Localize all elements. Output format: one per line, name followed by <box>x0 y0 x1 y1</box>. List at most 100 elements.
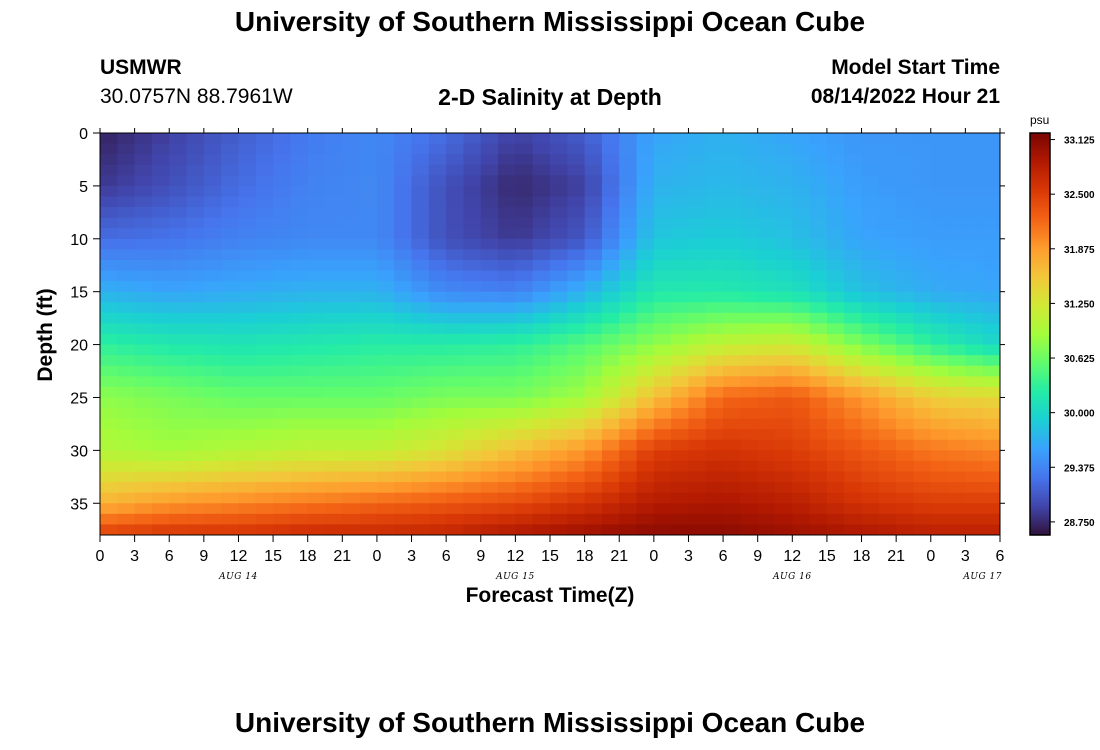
heatmap-cell <box>757 154 776 166</box>
heatmap-cell <box>584 471 603 483</box>
heatmap-cell <box>359 471 378 483</box>
heatmap-cell <box>757 503 776 515</box>
heatmap-cell <box>307 302 326 314</box>
colorbar-tick-label: 31.250 <box>1064 299 1095 310</box>
heatmap-cell <box>515 429 534 441</box>
heatmap-cell <box>775 133 793 145</box>
heatmap-cell <box>186 418 205 430</box>
heatmap-cell <box>307 217 326 229</box>
heatmap-cell <box>515 482 534 494</box>
heatmap-cell <box>428 460 447 473</box>
heatmap-cell <box>965 259 984 272</box>
heatmap-cell <box>809 397 828 409</box>
heatmap-cell <box>930 196 949 208</box>
heatmap-cell <box>965 154 984 166</box>
heatmap-cell <box>117 154 136 166</box>
heatmap-cell <box>930 418 949 430</box>
heatmap-cell <box>740 524 759 535</box>
heatmap-cell <box>134 460 153 473</box>
heatmap-cell <box>584 344 603 356</box>
heatmap-cell <box>290 249 309 261</box>
heatmap-cell <box>117 323 136 335</box>
heatmap-cell <box>636 471 655 483</box>
heatmap-cell <box>463 355 482 367</box>
heatmap-cell <box>428 408 447 420</box>
heatmap-cell <box>861 196 880 208</box>
heatmap-cell <box>203 302 222 314</box>
heatmap-cell <box>203 365 222 377</box>
heatmap-cell <box>878 270 897 282</box>
heatmap-cell <box>532 312 551 325</box>
heatmap-cell <box>411 323 430 335</box>
heatmap-cell <box>134 249 153 261</box>
y-tick-label: 5 <box>79 179 88 196</box>
heatmap-cell <box>273 185 291 198</box>
heatmap-cell <box>411 175 430 187</box>
heatmap-cell <box>896 386 915 399</box>
heatmap-cell <box>134 482 153 494</box>
heatmap-cell <box>567 376 586 388</box>
heatmap-cell <box>619 196 638 208</box>
heatmap-cell <box>394 185 413 198</box>
heatmap-cell <box>463 471 482 483</box>
heatmap-cell <box>186 270 205 282</box>
x-tick-label: 9 <box>476 548 485 565</box>
heatmap-cell <box>913 492 932 504</box>
heatmap-cell <box>446 397 465 409</box>
heatmap-cell <box>982 439 1000 451</box>
heatmap-cell <box>203 185 222 198</box>
colorbar-tick-label: 30.625 <box>1064 354 1095 365</box>
heatmap-cell <box>446 355 465 367</box>
x-tick-label: 6 <box>165 548 174 565</box>
heatmap-cell <box>134 164 153 176</box>
heatmap-cell <box>826 376 845 388</box>
heatmap-cell <box>619 524 638 535</box>
heatmap-cell <box>515 492 534 504</box>
heatmap-cell <box>290 355 309 367</box>
heatmap-cell <box>203 334 222 346</box>
heatmap-cell <box>584 259 603 272</box>
heatmap-cell <box>498 503 516 515</box>
heatmap-cell <box>117 418 136 430</box>
heatmap-cell <box>930 355 949 367</box>
heatmap-cell <box>619 154 638 166</box>
colorbar-unit: psu <box>1030 113 1050 127</box>
heatmap-cell <box>203 450 222 462</box>
heatmap-cell <box>896 164 915 176</box>
heatmap-cell <box>688 133 707 145</box>
heatmap-cell <box>117 281 136 293</box>
heatmap-cell <box>844 471 863 483</box>
heatmap-cell <box>930 238 949 250</box>
heatmap-cell <box>775 492 793 504</box>
heatmap-cell <box>515 460 534 473</box>
heatmap-cell <box>809 376 828 388</box>
colorbar-tick-label: 28.750 <box>1064 518 1095 529</box>
heatmap-cell <box>151 386 170 399</box>
heatmap-cell <box>705 429 724 441</box>
heatmap-cell <box>930 408 949 420</box>
heatmap-cell <box>844 217 863 229</box>
heatmap-cell <box>100 312 118 325</box>
heatmap-cell <box>532 355 551 367</box>
heatmap-cell <box>861 365 880 377</box>
heatmap-cell <box>792 355 811 367</box>
heatmap-cell <box>982 460 1000 473</box>
heatmap-cell <box>653 291 672 303</box>
heatmap-cell <box>342 524 361 535</box>
heatmap-cell <box>532 217 551 229</box>
heatmap-cell <box>965 376 984 388</box>
heatmap-cell <box>255 312 274 325</box>
heatmap-cell <box>948 418 966 430</box>
heatmap-cell <box>428 397 447 409</box>
heatmap-cell <box>203 207 222 219</box>
heatmap-cell <box>290 503 309 515</box>
heatmap-cell <box>307 524 326 535</box>
heatmap-cell <box>411 281 430 293</box>
heatmap-cell <box>238 429 257 441</box>
heatmap-cell <box>878 344 897 356</box>
heatmap-cell <box>428 281 447 293</box>
heatmap-cell <box>965 418 984 430</box>
heatmap-cell <box>307 397 326 409</box>
heatmap-cell <box>723 164 741 176</box>
heatmap-cell <box>498 291 516 303</box>
